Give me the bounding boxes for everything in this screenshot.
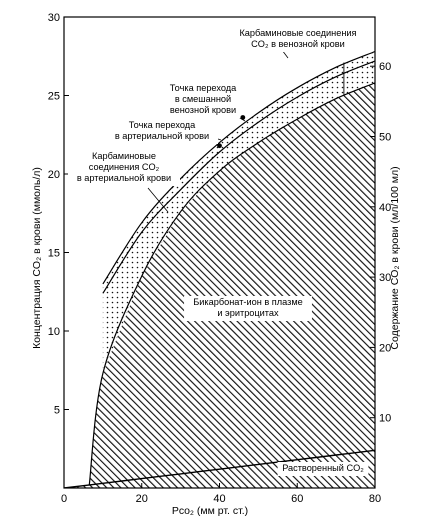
annotation-line: Бикарбонат-ион в плазме [193, 297, 303, 307]
x-tick-label: 0 [61, 493, 67, 505]
series-line-outer-boundary [102, 50, 375, 285]
annotation-line: в артериальной крови [115, 131, 209, 141]
plot-area [64, 50, 375, 488]
annotation-backdrop [162, 82, 244, 118]
annotation-backdrop [277, 462, 369, 476]
y-tick-label: 30 [48, 12, 60, 24]
x-tick-label: 40 [213, 493, 225, 505]
annotation-line: Точка перехода [129, 120, 196, 130]
bicarbonate-region [89, 82, 375, 485]
y2-tick-label: 20 [379, 342, 391, 354]
x-tick-label: 20 [136, 493, 148, 505]
y-axis-ticks: 5 10 15 20 25 30 [48, 12, 69, 417]
annotation-backdrop [106, 119, 218, 144]
y2-axis-title: Содержание CO₂ в крови (мл/100 мл) [389, 166, 401, 349]
transition-point-marker [217, 143, 222, 149]
x-tick-label: 60 [291, 493, 303, 505]
annotation-backdrop [68, 150, 180, 186]
y-tick-label: 25 [48, 91, 60, 103]
annotation-line: венозной крови [170, 105, 236, 115]
y-axis-title: Концентрация CO₂ в крови (ммоль/л) [31, 167, 43, 349]
y-tick-label: 10 [48, 326, 60, 338]
annotation-backdrop [184, 296, 312, 321]
chart-markers [217, 115, 246, 149]
annotation-dissolved-co2: Растворенный CO₂ [277, 462, 369, 476]
y-tick-label: 20 [48, 169, 60, 181]
annotation-backdrop [234, 27, 362, 52]
y2-tick-label: 40 [379, 202, 391, 214]
y2-tick-label: 10 [379, 413, 391, 425]
annotation-line: Растворенный CO₂ [282, 463, 364, 473]
series-line-arterial-total [102, 60, 375, 294]
y2-tick-label: 60 [379, 61, 391, 73]
x-axis-title: Pco₂ (мм рт. ст.) [172, 505, 248, 517]
annotation-leader [147, 187, 169, 213]
y2-axis-ticks: 10 20 30 40 50 60 [370, 61, 391, 425]
series-line-bicarbonate [88, 82, 375, 485]
x-tick-label: 80 [369, 493, 381, 505]
annotation-line: в артериальной крови [77, 173, 171, 183]
y-tick-label: 15 [48, 248, 60, 260]
annotation-line: CO₂ в венозной крови [251, 39, 345, 49]
annotation-line: Карбаминовые соединения [239, 28, 356, 38]
annotation-line: Карбаминовые [92, 151, 156, 161]
y2-tick-label: 30 [379, 272, 391, 284]
y2-tick-label: 50 [379, 132, 391, 144]
series-line-dissolved [64, 449, 375, 488]
transition-point-marker [240, 115, 246, 120]
annotation-line: в смешанной [175, 94, 231, 104]
annotation-line: Точка перехода [170, 83, 237, 93]
x-axis-ticks: 0 20 40 60 80 [61, 483, 381, 505]
annotation-line: соединения CO₂ [89, 162, 160, 172]
annotation-line: и эритроцитах [217, 308, 279, 318]
y-tick-label: 5 [54, 405, 60, 417]
carbamino-band-region [102, 51, 375, 374]
